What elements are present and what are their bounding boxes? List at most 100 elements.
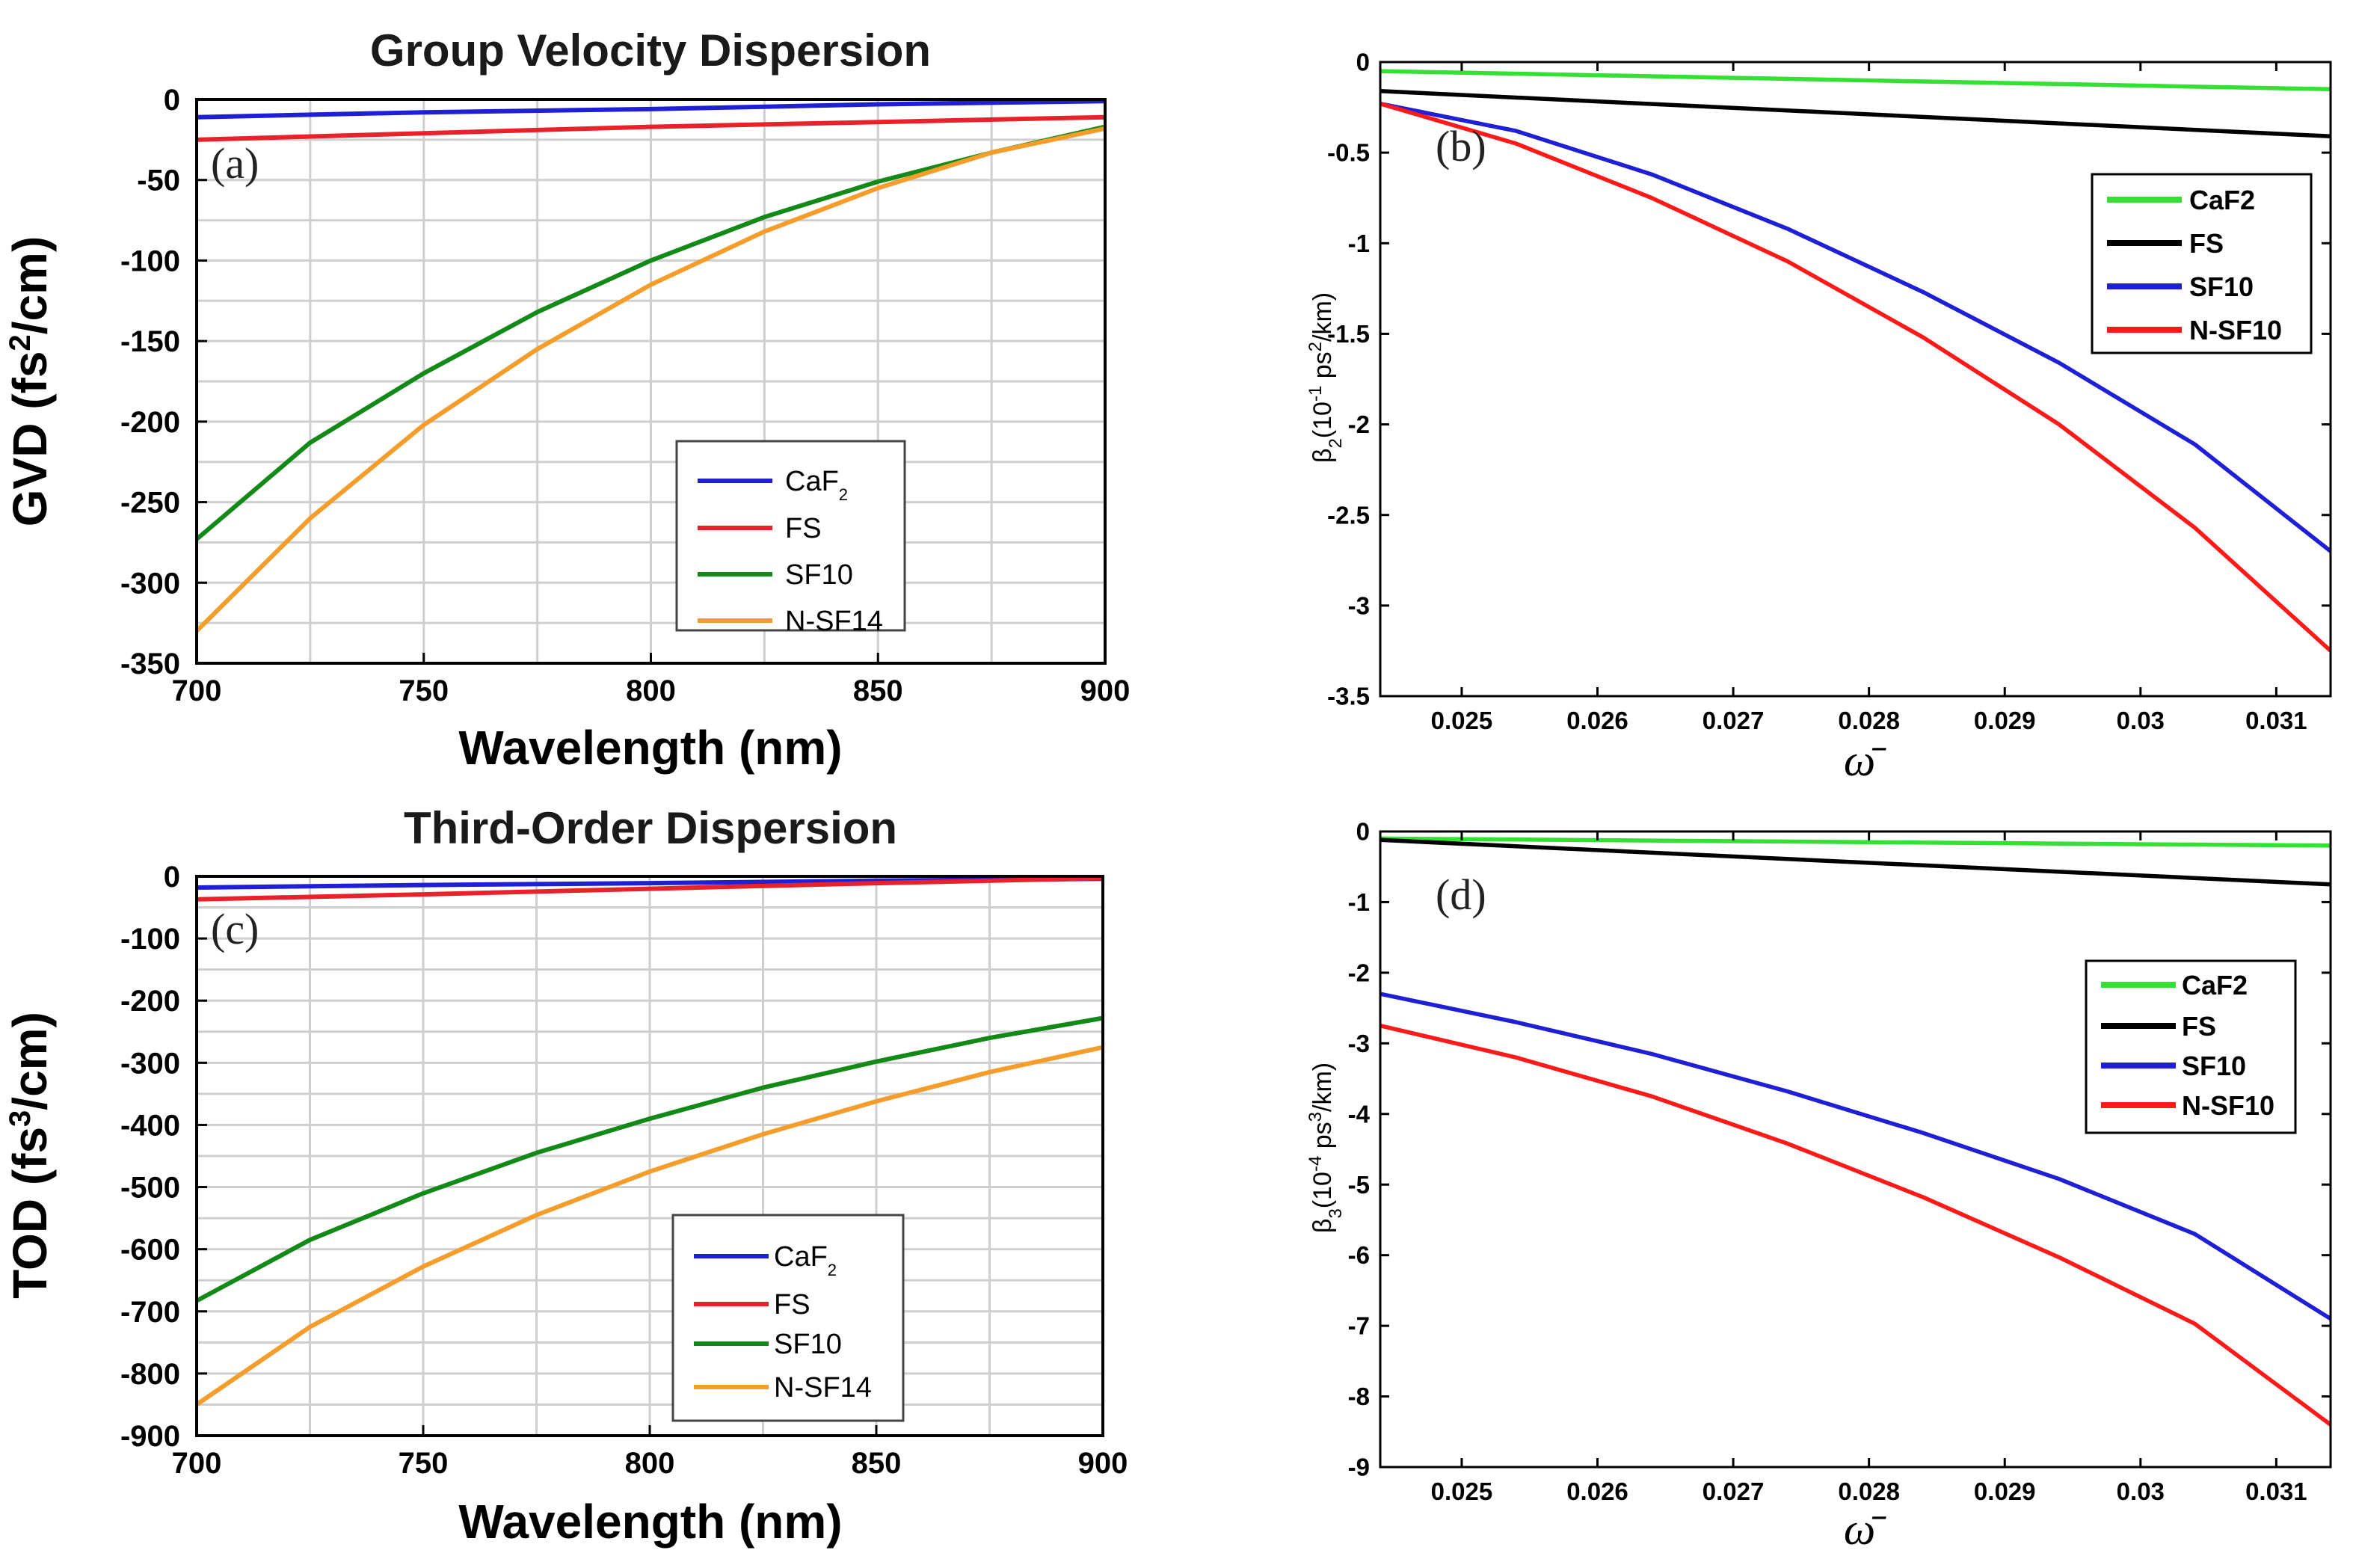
y-tick-label: -1.5 <box>1327 320 1370 348</box>
y-axis-label: TOD (fs3/cm) <box>3 1012 57 1299</box>
x-tick-label: 800 <box>625 1447 675 1480</box>
legend-entry: FS <box>2189 228 2224 259</box>
legend-entry-name: FS <box>2182 1011 2216 1042</box>
series-line-fs <box>196 876 1104 902</box>
y-tick-label: -700 <box>120 1296 180 1329</box>
y-axis-label-end: /km) <box>1308 292 1337 342</box>
plot-area <box>1380 62 2331 696</box>
x-tick-label: 0.028 <box>1838 707 1900 734</box>
y-tick-label: -50 <box>137 165 180 197</box>
legend: CaF2 FS SF10 N-SF14 <box>671 1214 905 1422</box>
y-axis-label-main: β <box>1308 449 1337 464</box>
y-axis-label-mid: ps <box>1308 351 1337 385</box>
legend-entry: SF10 <box>2182 1051 2246 1081</box>
y-axis-label: β2(10-1 ps2/km) <box>1305 292 1346 463</box>
y-tick-label: -500 <box>120 1172 180 1205</box>
y-tick-label: -2 <box>1348 959 1370 986</box>
legend-entry: N-SF10 <box>2189 315 2282 345</box>
x-tick-label: 0.029 <box>1974 707 2036 734</box>
legend-entry: SF10 <box>2189 271 2254 302</box>
panel-d-beta3-chart: 0.025 0.026 0.027 0.028 0.029 0.03 0.031 0 -1 -2 -… <box>1305 818 2332 1554</box>
legend-entry: SF10 <box>785 559 853 591</box>
legend-entry: CaF2 <box>2189 185 2255 215</box>
y-axis-label-main: TOD (fs <box>3 1127 57 1299</box>
series-line-fs <box>196 114 1106 142</box>
x-tick-label: 0.027 <box>1703 1478 1765 1505</box>
legend-entry: FS <box>2182 1011 2216 1042</box>
y-axis-label: β3(10-4 ps3/km) <box>1305 1063 1346 1233</box>
y-tick-label: -600 <box>120 1234 180 1267</box>
legend-entry: SF10 <box>774 1329 842 1360</box>
y-tick-label: -250 <box>120 487 180 520</box>
series-line-fs <box>1379 89 2331 139</box>
y-tick-label: -300 <box>120 567 180 600</box>
y-tick-label: -6 <box>1348 1241 1370 1269</box>
y-tick-label: -3 <box>1348 1030 1370 1057</box>
panel-label: (a) <box>211 139 259 188</box>
legend: CaF2 FS SF10 N-SF10 <box>2091 173 2313 354</box>
panel-label: (d) <box>1436 870 1486 919</box>
y-tick-label: -400 <box>120 1109 180 1142</box>
legend-entry-name: N-SF14 <box>785 606 883 637</box>
y-axis-label-subscript: 3 <box>1326 1208 1346 1218</box>
y-tick-label: -1 <box>1348 230 1370 257</box>
series-line-n-sf14 <box>194 126 1106 633</box>
chart-title: Third-Order Dispersion <box>404 803 897 853</box>
x-tick-label: 0.03 <box>2117 707 2165 734</box>
x-tick-label: 900 <box>1078 1447 1128 1480</box>
x-tick-label: 0.031 <box>2245 707 2307 734</box>
series-line-sf10 <box>1379 102 2332 553</box>
series-line-n-sf10 <box>1379 1024 2332 1427</box>
y-tick-label: -9 <box>1348 1454 1370 1481</box>
y-tick-label: -3.5 <box>1327 683 1370 710</box>
legend-entry-name: SF10 <box>2182 1051 2246 1081</box>
y-tick-label: -100 <box>120 923 180 956</box>
x-tick-label: 0.027 <box>1703 707 1765 734</box>
x-tick-label: 0.025 <box>1431 707 1493 734</box>
y-tick-label: -8 <box>1348 1383 1370 1410</box>
chart-title: Group Velocity Dispersion <box>370 25 931 76</box>
series-line-caf2 <box>1379 836 2331 848</box>
panel-a-gvd-chart: 700 750 800 850 900 0 -50 -100 -150 -200 -250 -300 -… <box>3 25 1130 775</box>
axis-frame <box>1379 61 2332 698</box>
legend-entry-name: CaF2 <box>2182 970 2248 1000</box>
legend-entry: CaF2 <box>785 466 848 504</box>
panel-b-beta2-chart: 0.025 0.026 0.027 0.028 0.029 0.03 0.031 0 -0.5 -… <box>1305 49 2332 785</box>
legend-entry-subscript: 2 <box>828 1261 837 1279</box>
x-axis-label: ω̄ <box>1844 736 1886 785</box>
y-tick-label: 0 <box>164 861 180 894</box>
y-axis-label-mid: ps <box>1308 1122 1337 1155</box>
y-tick-label: -4 <box>1348 1100 1371 1128</box>
series-line-fs <box>1379 837 2331 887</box>
y-axis-label-superscript: 3 <box>4 1110 37 1127</box>
x-tick-label: 750 <box>399 674 449 707</box>
x-tick-label: 700 <box>172 674 222 707</box>
series-line-sf10 <box>1379 991 2332 1321</box>
y-axis-label-main: β <box>1308 1219 1337 1234</box>
y-axis-label-end: /cm) <box>3 236 57 335</box>
y-axis-label-end: /cm) <box>3 1012 57 1110</box>
legend-entry: N-SF14 <box>785 606 883 637</box>
legend-entry-name: FS <box>774 1289 811 1320</box>
series-line-n-sf14 <box>195 1045 1104 1406</box>
x-tick-label: 750 <box>399 1447 449 1480</box>
y-tick-label: 0 <box>1356 49 1370 76</box>
legend-entry-name: FS <box>785 513 822 544</box>
y-tick-label: -900 <box>120 1420 180 1453</box>
x-tick-label: 0.03 <box>2117 1478 2165 1505</box>
x-tick-label: 900 <box>1080 674 1131 707</box>
panel-label: (c) <box>211 905 259 953</box>
y-tick-label: 0 <box>1356 818 1370 846</box>
x-tick-label: 0.028 <box>1838 1478 1900 1505</box>
x-tick-label: 850 <box>853 674 903 707</box>
y-axis-label-superscript: 3 <box>1305 1112 1326 1122</box>
y-tick-label: -150 <box>120 325 180 358</box>
y-axis-label-mid: (10 <box>1308 402 1337 438</box>
x-axis-label: Wavelength (nm) <box>458 1495 842 1549</box>
legend-entry-name: FS <box>2189 228 2224 259</box>
y-tick-label: -3 <box>1348 591 1370 619</box>
panel-c-tod-chart: 700 750 800 850 900 0 -100 -200 -300 -400 -500 -600… <box>3 803 1128 1549</box>
legend-entry-name: N-SF10 <box>2182 1090 2274 1121</box>
x-tick-label: 0.026 <box>1566 1478 1628 1505</box>
